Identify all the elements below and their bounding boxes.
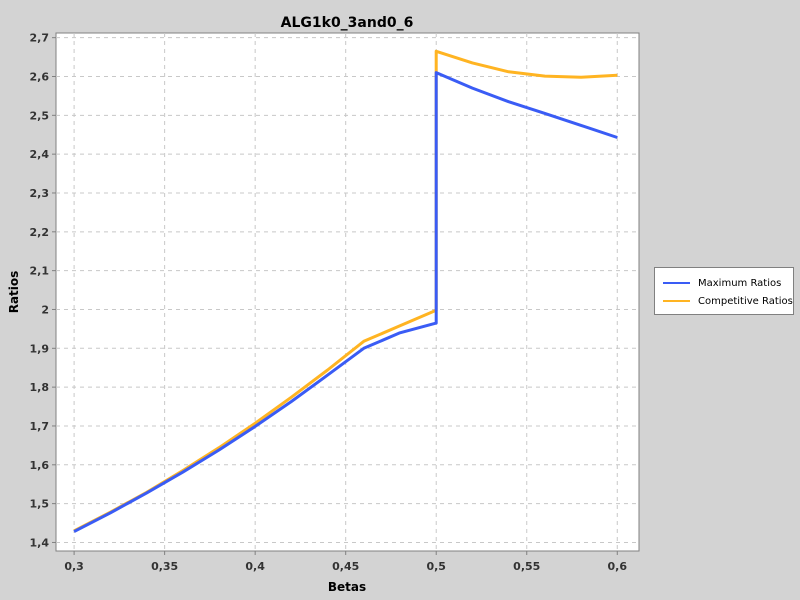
y-tick-label: 1,8 [30,381,50,394]
y-tick-label: 2,7 [30,32,50,45]
legend-swatch-competitive-ratios [663,300,690,302]
y-axis-label: Ratios [7,271,21,314]
y-tick-label: 2,3 [30,187,50,200]
legend-label-competitive-ratios: Competitive Ratios [698,295,793,307]
y-tick-label: 2 [41,303,49,316]
legend-label-maximum-ratios: Maximum Ratios [698,277,782,289]
y-tick-label: 2,2 [30,226,50,239]
x-tick-label: 0,35 [151,560,178,573]
y-tick-label: 1,5 [30,498,50,511]
y-tick-label: 1,9 [30,342,50,355]
x-tick-label: 0,5 [426,560,446,573]
x-tick-label: 0,4 [245,560,265,573]
y-tick-label: 1,7 [30,420,50,433]
series-line-maximum-ratios [73,71,618,533]
legend: Maximum Ratios Competitive Ratios [654,267,794,315]
legend-item-competitive-ratios: Competitive Ratios [655,292,793,310]
y-tick-label: 1,6 [30,459,50,472]
x-axis-label: Betas [328,580,366,594]
legend-swatch-maximum-ratios [663,282,690,284]
y-tick-label: 2,1 [30,265,50,278]
chart-title: ALG1k0_3and0_6 [281,15,414,31]
x-tick-label: 0,3 [64,560,84,573]
x-tick-label: 0,55 [513,560,540,573]
x-tick-label: 0,6 [608,560,628,573]
y-tick-label: 2,4 [30,148,50,161]
y-tick-label: 2,5 [30,109,50,122]
x-tick-label: 0,45 [332,560,359,573]
y-tick-label: 2,6 [30,70,50,83]
plot-area [55,32,640,552]
legend-item-maximum-ratios: Maximum Ratios [655,274,793,292]
y-tick-label: 1,4 [30,536,50,549]
